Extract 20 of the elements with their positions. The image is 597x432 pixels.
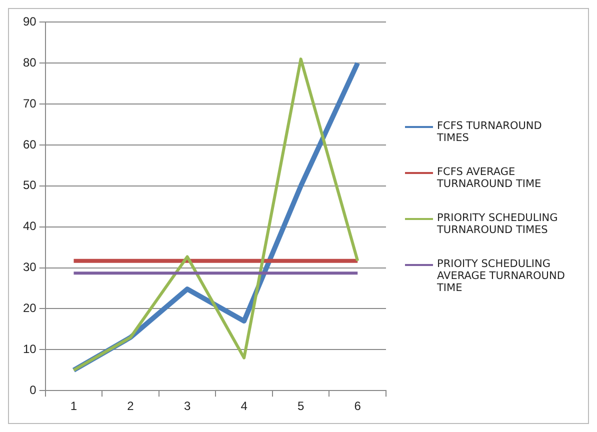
y-tick-label: 70 bbox=[22, 96, 37, 110]
y-tick-label: 80 bbox=[22, 55, 37, 70]
y-tick-label: 60 bbox=[22, 137, 37, 152]
legend-label: PRIORITY SCHEDULING TURNAROUND TIMES bbox=[437, 212, 559, 236]
legend-label: PRIOITY SCHEDULING AVERAGE TURNAROUND TIME bbox=[437, 258, 566, 294]
x-tick-label: 4 bbox=[240, 399, 248, 414]
y-tick-label: 50 bbox=[22, 178, 37, 192]
y-tick-label: 40 bbox=[22, 219, 37, 234]
y-tick-label: 90 bbox=[22, 14, 37, 29]
legend-label: FCFS TURNAROUND TIMES bbox=[437, 120, 543, 144]
x-tick-label: 5 bbox=[297, 399, 304, 414]
y-tick-label: 0 bbox=[30, 382, 37, 397]
y-tick-label: 10 bbox=[22, 342, 37, 356]
legend-label: FCFS AVERAGE TURNAROUND TIME bbox=[437, 166, 542, 190]
y-tick-label: 30 bbox=[22, 260, 37, 274]
x-tick-label: 6 bbox=[354, 399, 362, 414]
y-tick-label: 20 bbox=[22, 301, 37, 316]
x-tick-label: 3 bbox=[184, 399, 191, 414]
x-tick-label: 2 bbox=[127, 399, 134, 414]
x-tick-label: 1 bbox=[70, 399, 78, 414]
